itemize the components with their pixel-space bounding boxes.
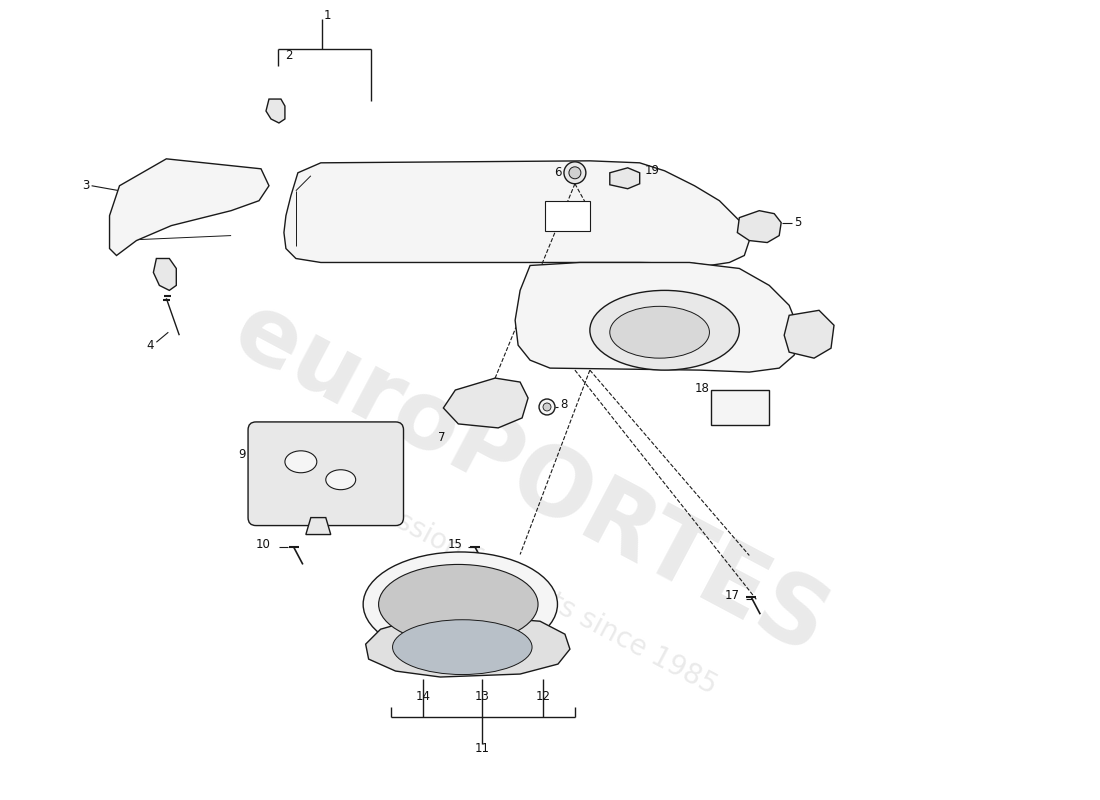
Polygon shape	[266, 99, 285, 123]
Text: 19: 19	[645, 164, 660, 178]
Text: 6: 6	[554, 166, 562, 179]
Polygon shape	[284, 161, 749, 266]
Polygon shape	[443, 378, 528, 428]
Polygon shape	[153, 258, 176, 290]
Text: 10: 10	[256, 538, 271, 551]
Polygon shape	[515, 262, 799, 372]
Bar	[712, 390, 769, 425]
Text: 7: 7	[438, 431, 446, 444]
Text: euroPORTES: euroPORTES	[218, 285, 843, 674]
Circle shape	[569, 167, 581, 178]
Text: 11: 11	[475, 742, 490, 755]
Ellipse shape	[393, 620, 532, 674]
Text: 14: 14	[416, 690, 431, 703]
Text: 13: 13	[475, 690, 490, 703]
FancyBboxPatch shape	[249, 422, 404, 526]
Polygon shape	[737, 210, 781, 242]
Polygon shape	[609, 168, 640, 189]
Text: 18: 18	[694, 382, 710, 394]
Ellipse shape	[285, 451, 317, 473]
Ellipse shape	[590, 290, 739, 370]
Circle shape	[539, 399, 556, 415]
Polygon shape	[784, 310, 834, 358]
Ellipse shape	[326, 470, 355, 490]
Text: 17: 17	[724, 589, 739, 602]
Polygon shape	[110, 159, 270, 255]
Ellipse shape	[609, 306, 710, 358]
Text: 3: 3	[82, 179, 89, 192]
Text: 4: 4	[146, 338, 153, 352]
Text: 9: 9	[239, 448, 246, 462]
Text: 2: 2	[285, 49, 293, 62]
Text: 1: 1	[323, 9, 331, 22]
Circle shape	[564, 162, 586, 184]
Text: 15: 15	[448, 538, 462, 551]
Polygon shape	[544, 201, 590, 230]
Polygon shape	[306, 518, 331, 534]
Text: a passion for parts since 1985: a passion for parts since 1985	[338, 478, 722, 700]
Text: 12: 12	[536, 690, 550, 703]
Ellipse shape	[378, 565, 538, 644]
Polygon shape	[365, 618, 570, 677]
Circle shape	[543, 403, 551, 411]
Text: 5: 5	[794, 216, 802, 229]
Text: 8: 8	[560, 398, 568, 411]
Ellipse shape	[363, 552, 558, 657]
